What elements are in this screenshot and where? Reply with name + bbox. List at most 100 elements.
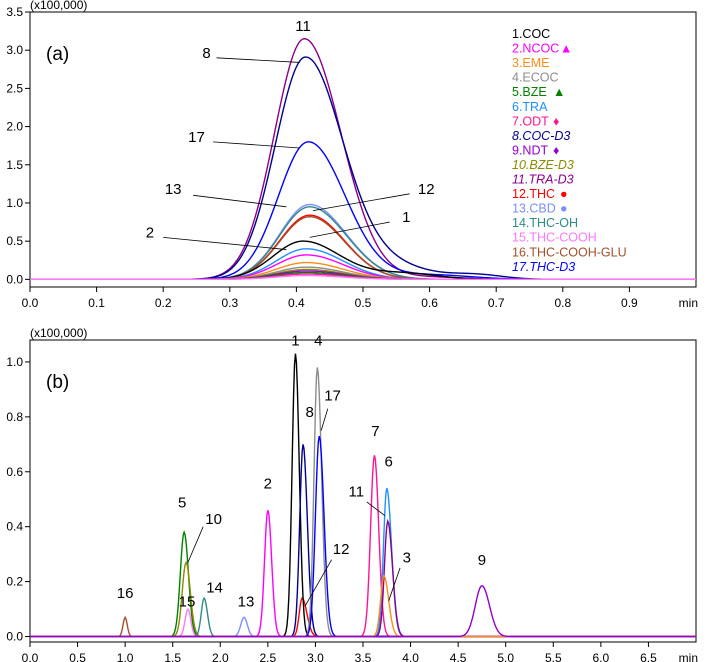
x-unit-label: min <box>679 296 698 310</box>
panel-label: (b) <box>46 372 69 393</box>
peak-8-leader-line <box>216 57 300 63</box>
y-tick-label: 3.0 <box>6 43 23 57</box>
y-tick-label: 0.6 <box>6 465 23 479</box>
x-tick-label: 0.7 <box>488 296 505 310</box>
legend-entry: 16.THC-COOH-GLU <box>512 245 627 259</box>
panel-b: 0.0 0.5 1.0 1.5 2.0 2.5 3.0 3.5 4.0 4.5 5.0 5.5 6.0 6… <box>6 326 698 662</box>
peak-17-leader-line <box>213 141 300 149</box>
legend-entry: 6.TRA <box>512 100 548 114</box>
series-9-trace <box>30 584 696 638</box>
x-unit-label: min <box>679 651 698 662</box>
legend-entry: 11.TRA-D3 <box>512 173 574 187</box>
peak-3-leader-line <box>388 567 401 601</box>
peak-14-label: 14 <box>206 580 223 597</box>
legend-marker-icon: ▲ <box>553 85 565 99</box>
x-tick-label: 4.0 <box>402 651 419 662</box>
series-7-trace <box>30 455 696 638</box>
series-6-trace <box>30 488 696 638</box>
peak-17-leader-line <box>320 408 329 431</box>
legend-marker-icon: ▲ <box>560 42 572 56</box>
x-tick-label: 6.5 <box>640 651 657 662</box>
peak-5-label: 5 <box>178 494 186 511</box>
peak-2-label: 2 <box>146 224 154 241</box>
x-tick-label: 0.3 <box>221 296 238 310</box>
y-tick-label: 1.0 <box>6 355 23 369</box>
x-tick-label: 6.0 <box>593 651 610 662</box>
peak-1-label: 1 <box>402 209 410 226</box>
series-15-trace <box>30 607 696 638</box>
peak-3-label: 3 <box>403 549 411 566</box>
y-tick-label: 3.5 <box>6 5 23 19</box>
legend-entry: 13.CBD <box>512 202 556 216</box>
legend-marker-icon: ♦ <box>553 143 559 157</box>
peak-11-leader-line <box>366 501 386 517</box>
x-tick-label: 2.0 <box>212 651 229 662</box>
peak-8-label: 8 <box>202 45 210 62</box>
legend-entry: 15.THC-COOH <box>512 231 597 245</box>
y-tick-label: 0.5 <box>6 234 23 248</box>
x-tick-label: 0.6 <box>421 296 438 310</box>
y-scale-label: (x100,000) <box>30 326 87 340</box>
y-tick-label: 0.8 <box>6 410 23 424</box>
x-tick-label: 0.5 <box>69 651 86 662</box>
y-tick-label: 0.4 <box>6 520 23 534</box>
legend-marker-icon: ● <box>560 202 568 216</box>
peak-6-label: 6 <box>385 453 393 470</box>
series-14-trace <box>30 596 696 638</box>
x-tick-label: 0.5 <box>355 296 372 310</box>
y-tick-label: 2.5 <box>6 81 23 95</box>
peak-7-label: 7 <box>371 423 379 440</box>
legend-marker-icon: ● <box>560 187 568 201</box>
peak-16-label: 16 <box>117 585 134 602</box>
peak-17-label: 17 <box>188 129 205 146</box>
legend-marker-icon: ♦ <box>553 114 559 128</box>
series-17-trace <box>30 435 696 638</box>
series-12-trace <box>30 596 696 638</box>
legend-entry: 4.ECOC <box>512 71 559 85</box>
x-tick-label: 0.1 <box>88 296 105 310</box>
legend-entry: 9.NDT <box>512 143 548 157</box>
y-tick-label: 0.0 <box>6 630 23 644</box>
peak-10-leader-line <box>187 526 204 563</box>
legend-entry: 8.COC-D3 <box>512 129 570 143</box>
peak-9-label: 9 <box>478 552 486 569</box>
y-scale-label: (x100,000) <box>30 0 87 12</box>
x-tick-label: 1.0 <box>117 651 134 662</box>
x-tick-label: 1.5 <box>164 651 181 662</box>
x-tick-label: 2.5 <box>260 651 277 662</box>
x-tick-label: 3.5 <box>355 651 372 662</box>
legend-entry: 5.BZE <box>512 85 547 99</box>
legend-entry: 7.ODT <box>512 114 549 128</box>
peak-15-label: 15 <box>179 593 196 610</box>
peak-13-label: 13 <box>165 181 182 198</box>
peak-13-label: 13 <box>238 593 255 610</box>
x-tick-label: 0.4 <box>288 296 305 310</box>
y-tick-label: 0.2 <box>6 575 23 589</box>
x-tick-label: 0.2 <box>155 296 172 310</box>
legend-entry: 3.EME <box>512 56 550 70</box>
peak-1-label: 1 <box>291 332 299 349</box>
y-tick-label: 0.0 <box>6 272 23 286</box>
x-tick-label: 5.0 <box>497 651 514 662</box>
panel-a: 0.0 0.1 0.2 0.3 0.4 0.5 0.6 0.7 0.8 0.9 min 0.0 0.5 1… <box>6 0 698 310</box>
legend-entry: 17.THC-D3 <box>512 260 575 274</box>
x-tick-label: 0.0 <box>22 651 39 662</box>
series-15-trace <box>30 274 696 281</box>
y-tick-label: 1.0 <box>6 196 23 210</box>
peak-12-leader-line <box>304 559 332 607</box>
x-tick-label: 5.5 <box>545 651 562 662</box>
panel-label: (a) <box>46 44 69 65</box>
peak-1-leader-line <box>309 221 390 238</box>
y-tick-label: 2.0 <box>6 120 23 134</box>
peak-13-leader-line <box>193 194 287 208</box>
peak-11-label: 11 <box>349 483 365 500</box>
peak-8-label: 8 <box>306 404 314 421</box>
legend-entry: 12.THC <box>512 187 555 201</box>
legend-entry: 1.COC <box>512 27 550 41</box>
x-tick-label: 0.0 <box>22 296 39 310</box>
peak-12-leader-line <box>312 193 410 212</box>
series-2-trace <box>30 510 696 638</box>
legend-entry: 2.NCOC <box>512 42 559 56</box>
peak-2-leader-line <box>163 236 287 250</box>
